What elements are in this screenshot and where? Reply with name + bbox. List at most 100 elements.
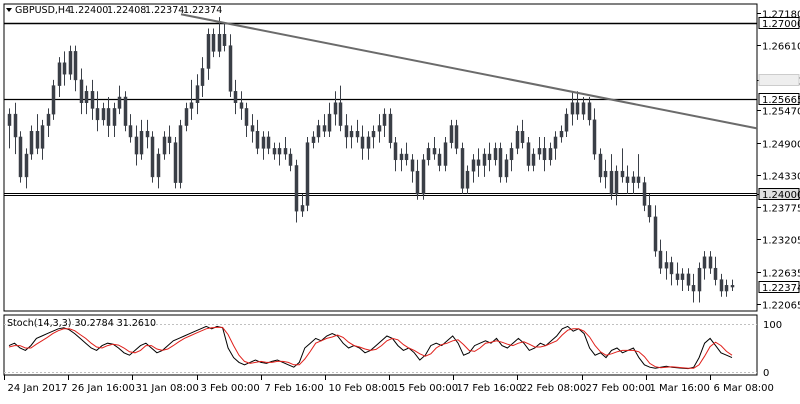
candle-body [614,170,619,195]
candle-body [719,279,724,292]
candle-body [653,216,658,252]
candle-body [399,153,404,161]
time-tick-label: 15 Feb 00:00 [393,383,459,394]
candle-body [377,125,382,132]
candle-body [173,142,178,183]
candle-body [206,33,211,69]
candle-body [316,125,321,138]
candle-body [178,125,183,183]
candle-body [581,102,586,115]
time-tick-label: 24 Jan 2017 [8,383,68,394]
candle-body [233,91,238,103]
candle-body [322,125,327,132]
time-tick-label: 6 Mar 08:00 [714,383,774,394]
candle-body [713,267,718,280]
candle-body [167,136,172,143]
candle-body [559,131,564,138]
candle-body [509,148,514,161]
candle-body [29,131,34,155]
symbol-timeframe: GBPUSD,H4 [15,5,71,16]
candle-body [636,176,641,183]
ohlc-close: 1.22374 [183,5,222,16]
candle-body [460,148,465,189]
candle-body [724,285,729,292]
time-tick-label: 31 Jan 08:00 [136,383,199,394]
price-tick-label: 1.23775 [762,204,800,215]
stoch-tick-label: 100 [763,320,782,331]
candle-body [90,91,95,109]
collapse-triangle-icon[interactable] [6,8,12,12]
candle-body [266,136,271,149]
candle-body [620,170,625,178]
candle-body [51,85,56,115]
stochastic-label: Stoch(14,3,3) 30.2784 31.2610 [7,318,156,329]
candle-body [68,51,73,75]
candle-body [388,113,393,143]
candle-body [686,273,691,286]
candle-body [691,285,696,292]
candle-body [366,136,371,149]
time-tick-label: 1 Mar 16:00 [650,383,710,394]
candle-body [404,153,409,161]
candle-body [40,125,45,149]
candle-body [222,33,227,46]
candle-body [449,125,454,143]
candle-body [327,113,332,132]
candle-body [344,125,349,138]
candle-body [564,113,569,132]
candle-body [669,262,674,275]
price-tick-label: 1.22065 [762,301,800,312]
candle-body [526,142,531,166]
candle-body [647,205,652,218]
time-tick-label: 7 Feb 16:00 [265,383,324,394]
horizontal-levels [4,22,757,196]
candle-body [548,148,553,161]
candle-body [355,131,360,138]
candle-body [217,33,222,52]
price-tick-label: 1.26610 [762,42,800,53]
level-label-box-faded [758,74,800,86]
candle-body [393,142,398,161]
stochastic-lines [4,324,757,373]
candle-body [415,170,420,195]
level-label-box [758,93,800,105]
candle-body [471,159,476,172]
candle-body [349,131,354,138]
ohlc-high: 1.22408 [107,5,146,16]
candle-body [697,267,702,292]
candle-body [609,170,614,195]
candle-body [575,102,580,115]
candle-body [570,102,575,115]
candle-body [156,153,161,178]
candle-body [675,273,680,280]
candle-body [658,250,663,269]
candle-body [73,51,78,81]
level-label-box [758,281,800,293]
candle-body [239,102,244,109]
price-tick-label: 1.24900 [762,140,800,151]
candle-body [277,148,282,155]
candle-body [7,113,12,126]
time-tick-label: 17 Feb 16:00 [457,383,523,394]
candle-body [283,148,288,155]
time-tick-label: 22 Feb 08:00 [521,383,587,394]
price-tick-label: 1.23205 [762,236,800,247]
ohlc-open: 1.22400 [69,5,108,16]
candle-body [18,136,23,178]
candle-body [642,182,647,206]
level-label: 1.27000 [762,19,800,30]
candle-body [84,91,89,103]
candle-body [410,159,415,172]
candle-body [24,153,29,178]
candle-body [261,136,266,149]
candle-body [432,148,437,155]
candle-body [371,131,376,138]
candle-body [465,170,470,189]
ohlc-low: 1.22374 [145,5,184,16]
candle-body [112,108,117,126]
main-plot-frame [3,3,758,312]
candle-body [134,136,139,155]
candle-body [195,85,200,103]
candle-body [305,142,310,206]
